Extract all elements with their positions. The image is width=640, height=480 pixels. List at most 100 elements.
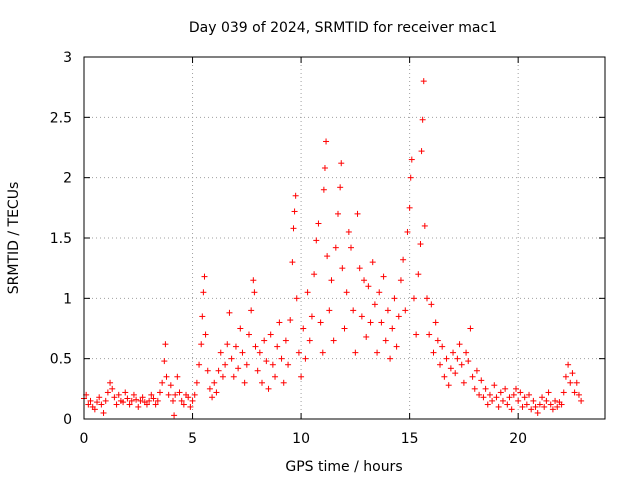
data-point [162,341,169,348]
data-point [504,401,511,408]
data-point [571,389,578,396]
data-point [389,325,396,332]
data-point [567,379,574,386]
data-point [124,395,131,402]
data-point [486,391,493,398]
data-point [478,377,485,384]
data-point [248,307,255,314]
data-point [441,373,448,380]
data-point [287,317,294,324]
data-point [278,355,285,362]
data-point [493,394,500,401]
y-tick-label: 2.5 [50,110,72,126]
data-point [323,138,330,145]
data-point [148,391,155,398]
data-point [326,307,333,314]
x-tick-label: 10 [292,431,310,447]
data-point [510,391,517,398]
data-point [200,289,207,296]
data-point [274,343,281,350]
data-point [391,295,398,302]
x-tick-label: 0 [80,431,89,447]
chart-title: Day 039 of 2024, SRMTID for receiver mac… [189,20,497,36]
data-point [204,367,211,374]
data-point [410,295,417,302]
data-point [230,373,237,380]
y-axis-label: SRMTID / TECUs [6,182,22,295]
data-point [163,373,170,380]
data-point [130,391,137,398]
data-point [251,289,258,296]
x-tick-label: 20 [509,431,527,447]
data-point [222,361,229,368]
data-point [508,406,515,413]
data-point [506,394,513,401]
data-points [81,78,585,419]
data-point [285,361,292,368]
data-point [539,394,546,401]
data-point [276,319,283,326]
data-point [321,165,328,172]
data-point [259,379,266,386]
y-tick-label: 3 [63,50,72,66]
data-point [228,355,235,362]
data-point [484,401,491,408]
data-point [350,307,357,314]
data-point [413,331,420,338]
data-point [290,225,297,232]
data-point [295,349,302,356]
x-axis-label: GPS time / hours [285,459,402,475]
data-point [174,373,181,380]
data-point [443,355,450,362]
data-point [367,319,374,326]
data-point [280,379,287,386]
data-point [263,358,270,365]
data-point [432,319,439,326]
data-point [560,389,567,396]
data-point [104,389,111,396]
data-point [319,349,326,356]
data-point [552,397,559,404]
data-point [515,397,522,404]
data-point [526,391,533,398]
data-point [549,406,556,413]
data-point [304,289,311,296]
x-tick-label: 5 [188,431,197,447]
data-point [523,401,530,408]
data-point [404,228,411,235]
data-point [356,265,363,272]
data-point [354,210,361,217]
data-point [85,401,92,408]
data-point [369,259,376,266]
data-point [189,397,196,404]
data-point [419,116,426,123]
data-point [458,361,465,368]
data-point [252,343,259,350]
data-point [313,237,320,244]
data-point [469,373,476,380]
data-point [465,358,472,365]
data-point [339,265,346,272]
data-point [202,331,209,338]
data-point [217,349,224,356]
data-point [94,399,101,406]
data-point [428,301,435,308]
data-point [146,397,153,404]
data-point [480,394,487,401]
data-point [439,343,446,350]
data-point [352,349,359,356]
grid-lines [84,57,605,419]
data-point [534,409,541,416]
data-point [406,204,413,211]
data-point [517,389,524,396]
data-point [397,277,404,284]
data-point [308,313,315,320]
data-point [261,337,268,344]
axis-ticks: 0 5 10 15 20 0 0.5 1 1.5 2 2.5 3 [50,50,605,447]
data-point [298,373,305,380]
data-point [473,367,480,374]
data-point [528,406,535,413]
data-point [241,379,248,386]
y-tick-label: 1 [63,291,72,307]
data-point [476,391,483,398]
